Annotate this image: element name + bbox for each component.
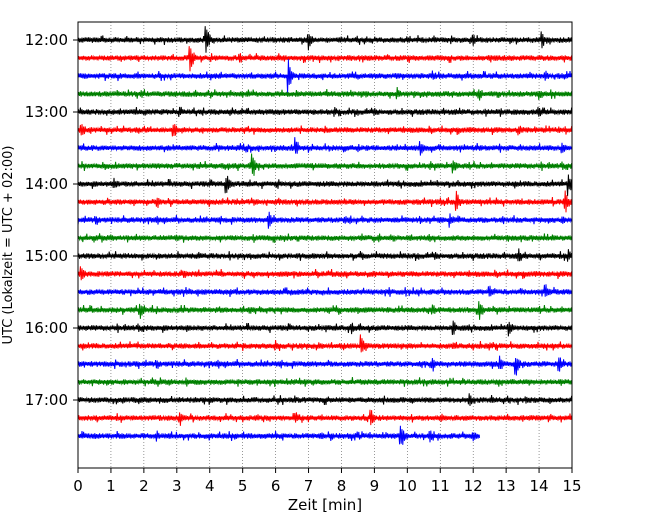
trace-1645 [77, 376, 573, 387]
y-tick-label: 15:00 [25, 247, 68, 265]
trace-1530 [77, 284, 573, 298]
x-tick-label: 14 [530, 477, 549, 495]
plot-area [77, 21, 573, 469]
trace-1500 [77, 248, 573, 262]
trace-1700 [77, 393, 573, 406]
x-tick-label: 9 [370, 477, 380, 495]
y-tick-label: 13:00 [25, 103, 68, 121]
seismogram-traces [77, 26, 573, 445]
vertical-gridlines [110, 22, 540, 468]
trace-1200 [77, 26, 573, 53]
trace-1330 [77, 137, 573, 156]
x-tick-label: 13 [497, 477, 516, 495]
trace-1300 [77, 106, 573, 117]
x-axis-ticks: 0 1 2 3 4 5 6 7 8 9 10 11 12 13 14 15 [73, 468, 582, 495]
x-tick-label: 1 [106, 477, 116, 495]
y-tick-label: 14:00 [25, 175, 68, 193]
trace-1230 [77, 59, 573, 94]
x-tick-label: 5 [238, 477, 248, 495]
x-tick-label: 15 [562, 477, 581, 495]
x-tick-label: 7 [304, 477, 314, 495]
x-tick-label: 8 [337, 477, 347, 495]
y-axis-ticks: 12:00 13:00 14:00 15:00 16:00 17:00 [25, 31, 78, 409]
y-tick-label: 16:00 [25, 319, 68, 337]
plot-border [77, 21, 573, 469]
trace-1615 [77, 334, 573, 353]
y-tick-label: 17:00 [25, 391, 68, 409]
trace-1415 [77, 190, 573, 213]
x-axis-label: Zeit [min] [288, 496, 362, 514]
trace-1400 [77, 174, 573, 197]
x-tick-label: 10 [398, 477, 417, 495]
x-tick-label: 12 [464, 477, 483, 495]
x-tick-label: 3 [172, 477, 182, 495]
trace-1315 [77, 123, 573, 137]
trace-1345 [77, 153, 573, 176]
x-tick-label: 0 [73, 477, 83, 495]
x-tick-label: 4 [205, 477, 215, 495]
trace-1515 [77, 266, 573, 281]
x-tick-label: 6 [271, 477, 281, 495]
x-tick-label: 2 [139, 477, 149, 495]
trace-1445 [77, 233, 573, 244]
trace-1430 [77, 211, 573, 229]
trace-1545 [77, 301, 573, 320]
y-tick-label: 12:00 [25, 31, 68, 49]
x-tick-label: 11 [431, 477, 450, 495]
trace-1630 [77, 355, 573, 376]
trace-1245 [77, 86, 573, 101]
trace-1715 [77, 409, 573, 426]
y-axis-label: UTC (Lokalzeit = UTC + 02:00) [1, 146, 16, 345]
trace-1600 [77, 320, 573, 337]
trace-1215 [77, 46, 573, 72]
